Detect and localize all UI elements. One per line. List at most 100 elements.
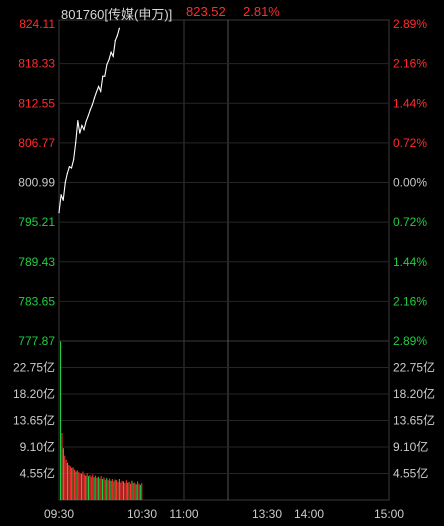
percent-tick-label: 1.44% [393, 255, 427, 269]
volume-bar [65, 459, 67, 500]
volume-bar [88, 476, 90, 500]
volume-bar [67, 462, 69, 500]
price-point [72, 159, 75, 161]
volume-bar [79, 473, 81, 500]
price-tick-label: 824.11 [19, 17, 55, 31]
price-point [85, 120, 87, 123]
volume-bar [138, 483, 140, 500]
volume-bar [117, 481, 119, 500]
price-point [79, 132, 81, 134]
price-line-group [58, 27, 121, 214]
price-tick-label: 789.43 [18, 255, 55, 269]
axis-labels: 824.11 2.89% 818.33 2.16% 812.55 1.44% 806.77 0… [13, 17, 435, 521]
price-point [75, 142, 77, 144]
price-point [116, 35, 118, 37]
volume-tick-label: 13.65亿 [13, 413, 55, 428]
volume-bar [102, 479, 104, 500]
price-point [108, 59, 110, 61]
volume-bar [99, 478, 101, 500]
volume-bar [121, 480, 123, 500]
time-tick-label: 14:00 [294, 507, 324, 521]
volume-bar [78, 472, 80, 500]
volume-bar [113, 481, 115, 500]
price-point [91, 104, 93, 106]
volume-bar [118, 479, 120, 500]
price-point [58, 211, 60, 214]
volume-bar [135, 484, 137, 500]
volume-bar [97, 476, 99, 500]
volume-bar [96, 477, 98, 500]
volume-bar [68, 465, 70, 500]
price-tick-label: 818.33 [18, 57, 55, 71]
volume-bar [86, 473, 88, 500]
price-point [112, 55, 114, 57]
percent-tick-label: 2.89% [393, 17, 427, 31]
volume-bar [132, 483, 134, 500]
time-tick-label: 09:30 [44, 507, 74, 521]
time-tick-label: 13:30 [252, 507, 282, 521]
percent-tick-label: 1.44% [393, 96, 427, 110]
volume-bar [90, 476, 92, 500]
volume-bar [134, 482, 136, 500]
volume-tick-label: 9.10亿 [20, 439, 55, 454]
volume-bar [114, 479, 116, 500]
price-tick-label: 800.99 [18, 176, 55, 190]
volume-bar [89, 474, 91, 500]
volume-bar [69, 466, 71, 500]
price-point [114, 39, 116, 42]
chart-border [58, 19, 390, 501]
volume-bar [74, 469, 76, 500]
price-point [70, 167, 73, 169]
volume-bar [60, 341, 62, 500]
price-point [106, 63, 108, 66]
volume-tick-label-right: 9.10亿 [393, 439, 428, 454]
volume-bars [60, 341, 143, 500]
volume-bar [123, 481, 125, 500]
volume-bar [139, 484, 141, 500]
volume-bar [110, 480, 112, 500]
percent-tick-label: 2.89% [393, 334, 427, 348]
price-point [62, 199, 64, 201]
volume-bar [106, 477, 108, 500]
volume-bar [95, 475, 97, 500]
volume-bar [141, 483, 143, 500]
price-point [87, 115, 89, 117]
volume-bar [116, 480, 118, 500]
volume-tick-label: 22.75亿 [13, 360, 55, 375]
volume-bar [111, 479, 113, 500]
volume-bar [104, 479, 106, 500]
volume-tick-label-right: 13.65亿 [393, 413, 435, 428]
price-point [64, 181, 66, 184]
price-tick-label: 795.21 [18, 215, 55, 229]
volume-bar [82, 471, 84, 500]
price-point [110, 51, 112, 53]
volume-bar [127, 482, 129, 500]
volume-bar [93, 477, 95, 500]
volume-bar [131, 480, 133, 500]
price-point [104, 75, 106, 77]
volume-bar [75, 471, 77, 500]
volume-bar [85, 475, 87, 500]
percent-tick-label: 0.72% [393, 215, 427, 229]
volume-bar [109, 478, 111, 500]
volume-tick-label-right: 4.55亿 [393, 466, 428, 481]
change-percent: 2.81% [243, 4, 280, 19]
volume-bar [128, 481, 130, 500]
volume-bar [125, 480, 127, 500]
percent-tick-label: 2.16% [393, 57, 427, 71]
volume-bar [62, 448, 64, 500]
price-point [95, 91, 98, 93]
price-tick-label: 812.55 [18, 96, 55, 110]
price-tick-label: 806.77 [18, 136, 55, 150]
volume-tick-label: 18.20亿 [13, 386, 55, 401]
price-point [66, 172, 68, 175]
price-tick-label: 777.87 [18, 334, 55, 348]
price-point [89, 109, 91, 111]
volume-bar [83, 474, 85, 500]
chart-grid [59, 63, 389, 474]
price-point [83, 129, 85, 131]
volume-bar [107, 480, 109, 500]
price-point [97, 85, 100, 88]
volume-bar [120, 482, 122, 500]
